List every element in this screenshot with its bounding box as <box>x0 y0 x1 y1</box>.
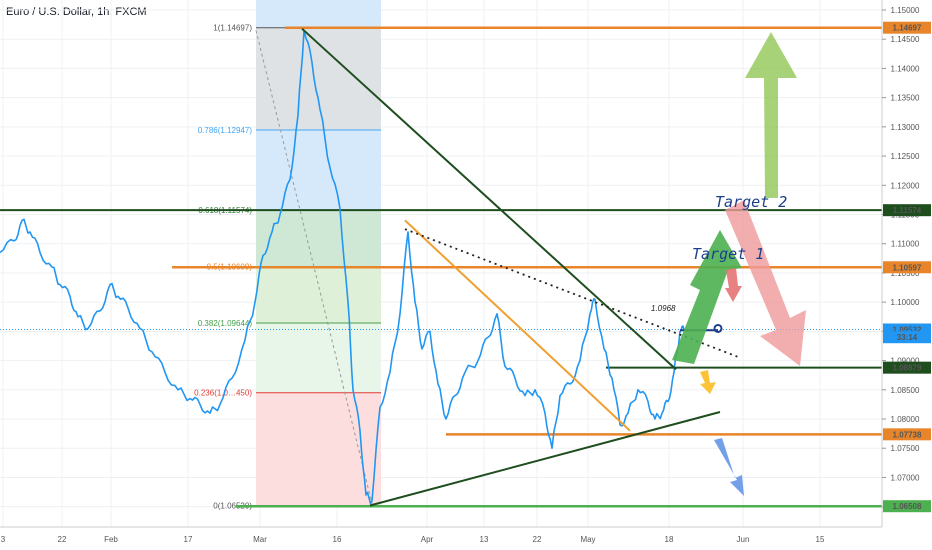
target2-label: Target 2 <box>715 193 787 211</box>
price-tag <box>883 204 931 217</box>
x-tick-label: 16 <box>333 535 342 544</box>
price-tag-label: 1.14697 <box>893 24 922 33</box>
x-tick-label: Feb <box>104 535 118 544</box>
y-tick-label: 1.08500 <box>891 386 920 395</box>
price-tag-label: 1.09532 <box>893 326 922 335</box>
x-tick-label: 15 <box>816 535 825 544</box>
y-tick-label: 1.13500 <box>891 94 920 103</box>
time-axis-bg <box>0 527 932 550</box>
y-tick-label: 1.09000 <box>891 357 920 366</box>
ascending-trendline <box>369 411 721 507</box>
price-tag <box>883 428 931 441</box>
price-tag-label: 1.07738 <box>893 430 922 439</box>
yellow-arrow-icon <box>700 370 716 394</box>
price-tag <box>883 261 931 274</box>
price-note: 1.0968 <box>651 304 676 313</box>
y-tick-label: 1.10000 <box>891 298 920 307</box>
target2-arrow-icon <box>745 32 797 198</box>
y-tick-label: 1.11000 <box>891 240 920 249</box>
price-axis-bg <box>882 0 932 550</box>
key-marker-icon <box>713 323 723 333</box>
fib-level-label: 0.236(1.0…450) <box>194 389 252 398</box>
y-tick-label: 1.10500 <box>891 269 920 278</box>
blue-arrow-icon <box>714 438 744 496</box>
x-tick-label: 13 <box>480 535 489 544</box>
fib-zone-green1 <box>256 210 381 267</box>
x-tick-label: 18 <box>665 535 674 544</box>
x-tick-label: Mar <box>253 535 267 544</box>
fib-level-label: 0.382(1.09644) <box>198 319 253 328</box>
fib-level-label: 0.786(1.12947) <box>198 126 253 135</box>
descending-trendline <box>301 27 677 371</box>
price-tag-label: 1.11574 <box>893 206 922 215</box>
orange-channel-line <box>404 219 631 432</box>
y-tick-label: 1.08000 <box>891 415 920 424</box>
price-tag-label: 1.06508 <box>893 502 922 511</box>
y-tick-label: 1.14500 <box>891 35 920 44</box>
x-tick-label: 17 <box>184 535 193 544</box>
y-tick-label: 1.07500 <box>891 444 920 453</box>
fib-zone-red <box>256 392 381 506</box>
y-tick-label: 1.12500 <box>891 152 920 161</box>
price-tag <box>883 21 931 34</box>
y-tick-label: 1.12000 <box>891 181 920 190</box>
target1-label: Target 1 <box>692 245 764 263</box>
price-tag-label: 1.08879 <box>893 364 922 373</box>
y-tick-label: 1.15000 <box>891 6 920 15</box>
fib-zone-green2 <box>256 266 381 323</box>
price-tag <box>883 361 931 374</box>
price-tag <box>883 331 931 344</box>
y-tick-label: 1.14000 <box>891 64 920 73</box>
price-line <box>0 29 685 505</box>
y-tick-label: 1.13000 <box>891 123 920 132</box>
y-tick-label: 1.07000 <box>891 473 920 482</box>
x-tick-label: 22 <box>533 535 542 544</box>
fib-zone-lightblue <box>256 129 381 211</box>
price-tag <box>883 500 931 513</box>
x-tick-label: 3 <box>1 535 6 544</box>
target1-arrow-icon <box>672 230 742 364</box>
price-tag-label: 1.10597 <box>893 263 922 272</box>
x-tick-label: Apr <box>421 535 434 544</box>
x-tick-label: Jun <box>737 535 750 544</box>
red-big-arrow-icon <box>725 200 806 366</box>
fib-level-label: 0(1.06520) <box>213 502 252 511</box>
fib-zone-green3 <box>256 322 381 393</box>
x-tick-label: May <box>580 535 595 544</box>
fib-level-label: 1(1.14697) <box>213 24 252 33</box>
red-small-arrow-icon <box>725 268 742 302</box>
price-tag-label: 33:14 <box>897 333 918 342</box>
x-tick-label: 22 <box>58 535 67 544</box>
